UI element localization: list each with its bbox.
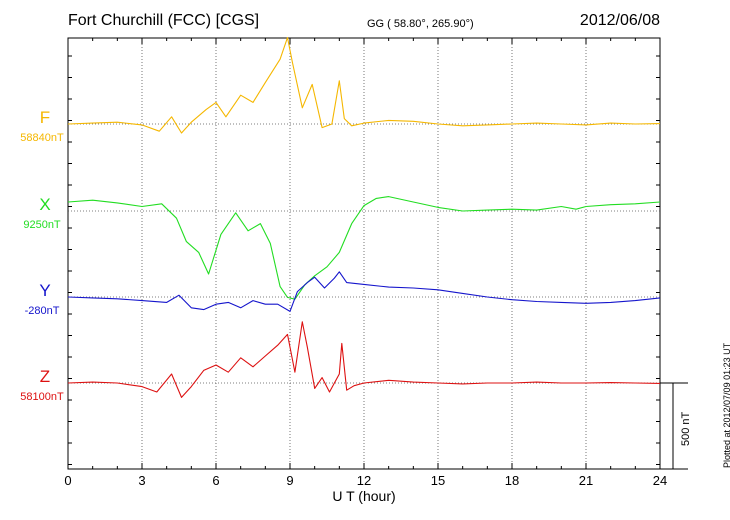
x-tick-label: 0 [64, 473, 71, 488]
series-baseline-f: 58840nT [20, 132, 64, 144]
series-name-f: F [40, 108, 50, 127]
station-title: Fort Churchill (FCC) [CGS] [68, 12, 260, 29]
x-tick-label: 3 [138, 473, 145, 488]
series-line-z [67, 321, 661, 398]
series-name-x: X [39, 195, 50, 214]
series-line-y [67, 271, 661, 312]
scale-bar-label: 500 nT [680, 411, 692, 446]
x-tick-label: 21 [579, 473, 593, 488]
x-tick-label: 18 [505, 473, 519, 488]
x-tick-label: 6 [212, 473, 219, 488]
plotted-timestamp: Plotted at 2012/07/09 01:23 UT [722, 342, 730, 468]
x-tick-label: 9 [286, 473, 293, 488]
series-line-x [67, 196, 661, 300]
x-tick-label: 12 [357, 473, 371, 488]
series-name-z: Z [40, 367, 50, 386]
chart-date: 2012/06/08 [579, 12, 660, 29]
x-tick-label: 15 [431, 473, 445, 488]
series-baseline-y: -280nT [25, 305, 60, 317]
series-baseline-x: 9250nT [23, 219, 61, 231]
x-axis-label: U T (hour) [332, 488, 395, 504]
geographic-coordinates: GG ( 58.80°, 265.90°) [367, 18, 474, 30]
x-tick-label: 24 [653, 473, 667, 488]
series-line-f [67, 37, 661, 134]
series-baseline-z: 58100nT [20, 391, 64, 403]
series-name-y: Y [39, 281, 50, 300]
